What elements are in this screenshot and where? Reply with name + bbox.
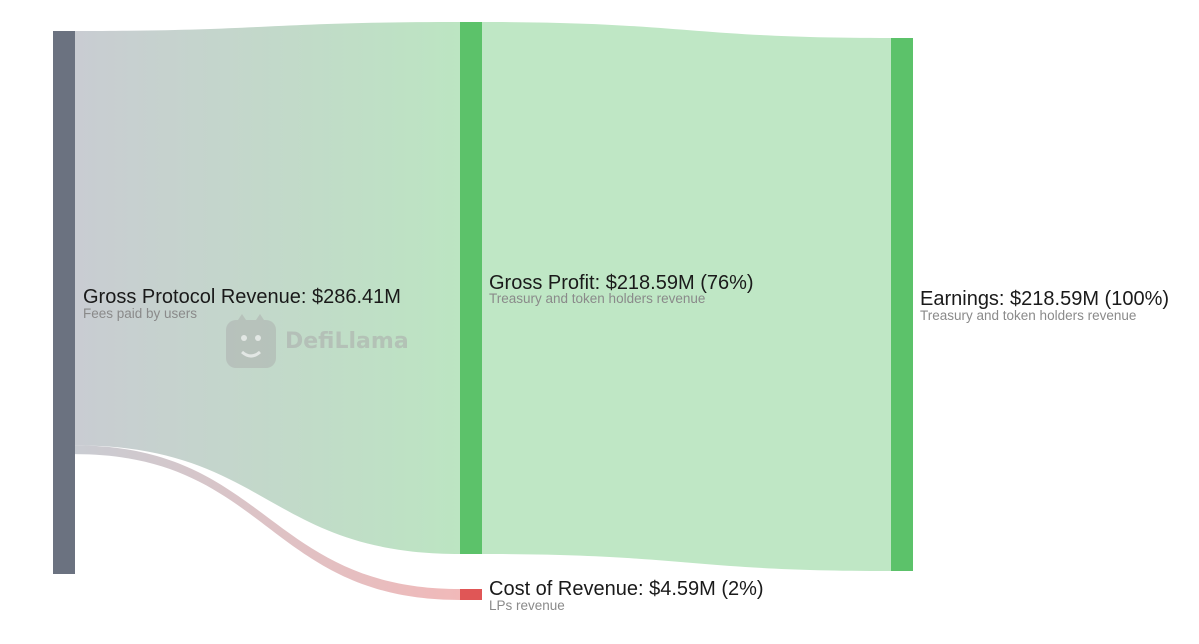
watermark: DefiLlama (226, 314, 409, 368)
llama-icon (226, 314, 276, 368)
label-gross-profit: Gross Profit: $218.59M (76%) (489, 272, 754, 294)
sublabel-gross-profit: Treasury and token holders revenue (489, 291, 705, 306)
label-earnings: Earnings: $218.59M (100%) (920, 288, 1169, 310)
sublabel-earnings: Treasury and token holders revenue (920, 308, 1136, 323)
link-gross-to-profit[interactable] (75, 22, 460, 554)
label-cost-of-revenue: Cost of Revenue: $4.59M (2%) (489, 578, 764, 600)
link-gross-to-cost[interactable] (75, 445, 460, 600)
link-profit-to-earnings[interactable] (482, 22, 891, 571)
label-gross-protocol-revenue: Gross Protocol Revenue: $286.41M (83, 286, 401, 308)
node-earnings[interactable] (891, 38, 913, 571)
node-gross-profit[interactable] (460, 22, 482, 554)
node-gross-protocol-revenue[interactable] (53, 31, 75, 574)
node-cost-of-revenue[interactable] (460, 589, 482, 600)
sublabel-gross-protocol-revenue: Fees paid by users (83, 306, 197, 321)
watermark-text: DefiLlama (285, 329, 409, 354)
sankey-links (75, 22, 891, 600)
sublabel-cost-of-revenue: LPs revenue (489, 598, 565, 613)
